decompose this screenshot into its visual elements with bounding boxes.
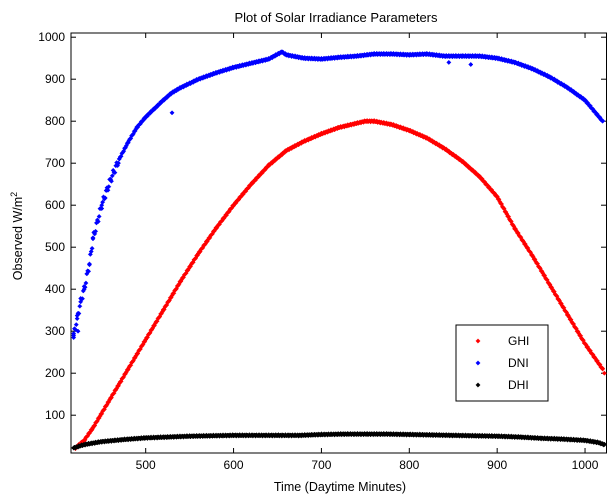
- tick-group: 500 600 700 800 900 1000 100 200 300 400 500 600 700…: [38, 30, 606, 472]
- legend-label-dhi: DHI: [508, 378, 529, 392]
- y-tick-label: 700: [45, 156, 65, 170]
- x-tick-label: 700: [311, 458, 331, 472]
- dni-point: [106, 184, 112, 190]
- ghi-point: [128, 362, 134, 368]
- y-tick-label: 1000: [38, 30, 65, 44]
- dni-point: [109, 173, 115, 179]
- x-axis-label: Time (Daytime Minutes): [274, 480, 406, 494]
- y-tick-label: 600: [45, 198, 65, 212]
- x-tick-label: 900: [487, 458, 507, 472]
- legend-label-ghi: GHI: [508, 334, 529, 348]
- series-dhi: [71, 430, 607, 451]
- ghi-point: [92, 423, 98, 428]
- ghi-outlier-point: [601, 370, 607, 376]
- series-dni: [71, 49, 606, 338]
- ghi-point: [164, 302, 170, 308]
- dni-point: [77, 303, 83, 309]
- dni-point: [99, 206, 105, 212]
- dni-point: [86, 268, 92, 274]
- dni-point: [79, 296, 85, 302]
- dni-point: [112, 170, 118, 176]
- dni-point: [105, 187, 111, 193]
- dni-point: [82, 284, 88, 290]
- dni-point: [74, 316, 80, 322]
- dni-point: [100, 199, 106, 205]
- dni-point: [128, 135, 134, 141]
- y-tick-label: 800: [45, 114, 65, 128]
- y-axis-label: Observed W/m2: [9, 192, 25, 280]
- ghi-point: [111, 390, 117, 396]
- dni-outlier-point: [75, 328, 81, 334]
- dni-point: [83, 280, 89, 286]
- dni-outlier-point: [446, 59, 452, 65]
- dni-point: [80, 288, 86, 294]
- x-tick-label: 600: [224, 458, 244, 472]
- dni-outlier-point: [71, 335, 77, 340]
- ghi-point: [173, 286, 179, 292]
- legend: GHI DNI DHI: [455, 324, 549, 402]
- legend-marker-ghi: [475, 338, 481, 344]
- series-group: [71, 49, 607, 452]
- outliers-ghi: [601, 370, 607, 376]
- y-tick-label: 900: [45, 72, 65, 86]
- y-tick-label: 400: [45, 282, 65, 296]
- dni-point: [90, 235, 96, 241]
- chart-title: Plot of Solar Irradiance Parameters: [234, 10, 438, 25]
- legend-marker-dni: [475, 360, 481, 366]
- dni-point: [108, 178, 114, 184]
- outliers-dni: [71, 59, 474, 340]
- dni-point: [115, 160, 121, 166]
- dni-point: [95, 219, 101, 225]
- y-tick-label: 100: [45, 408, 65, 422]
- dhi-point: [601, 441, 607, 447]
- ghi-point: [600, 366, 606, 372]
- legend-label-dni: DNI: [508, 356, 529, 370]
- dni-point: [600, 118, 606, 124]
- dni-outlier-point: [468, 62, 474, 67]
- dni-point: [89, 245, 95, 251]
- x-tick-label: 500: [136, 458, 156, 472]
- x-tick-label: 800: [399, 458, 419, 472]
- dni-point: [76, 311, 82, 316]
- dni-point: [96, 213, 102, 219]
- dni-point: [73, 322, 79, 328]
- y-tick-label: 500: [45, 240, 65, 254]
- legend-box: [455, 324, 549, 402]
- y-tick-label: 300: [45, 324, 65, 338]
- dni-point: [102, 195, 108, 201]
- dni-outlier-point: [169, 110, 175, 116]
- dni-point: [93, 228, 99, 234]
- x-tick-label: 1000: [572, 458, 599, 472]
- y-tick-label: 200: [45, 366, 65, 380]
- dni-point: [86, 262, 92, 268]
- legend-marker-dhi: [475, 382, 481, 388]
